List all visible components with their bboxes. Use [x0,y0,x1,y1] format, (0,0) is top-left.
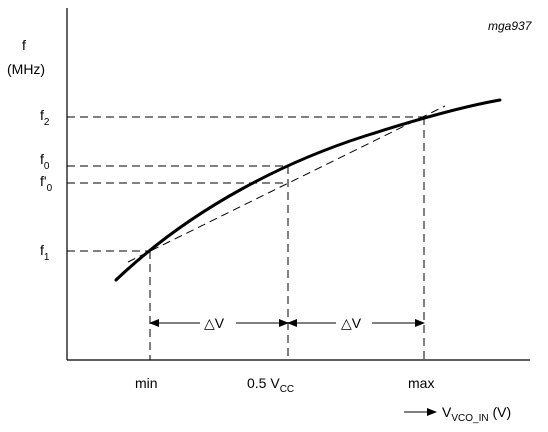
y-axis-unit: (MHz) [7,61,45,77]
label-f1: f1 [40,242,50,263]
linear-approximation-line [127,105,446,263]
figure-id: mga937 [488,19,533,33]
x-axis-title: VVCO_IN (V) [442,404,511,424]
delta-v-2-label: △V [341,315,362,331]
label-f0: f0 [40,151,50,172]
label-f0-prime: f'0 [40,173,53,194]
delta-v-1-label: △V [204,315,225,331]
label-max: max [408,375,434,391]
label-min: min [135,375,158,391]
y-axis-symbol: f [22,37,26,53]
label-f2: f2 [40,107,50,128]
vco-characteristic-curve [114,98,502,282]
label-half-vcc: 0.5 VCC [247,375,294,395]
